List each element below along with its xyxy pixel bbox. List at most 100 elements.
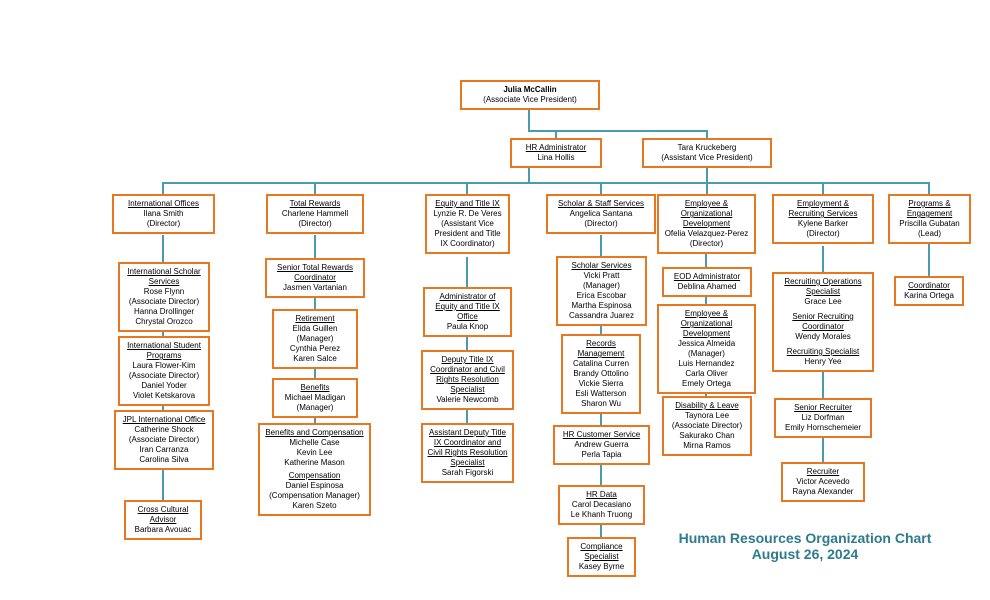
n0: Kasey Byrne <box>573 562 630 572</box>
title: International Student Programs <box>127 341 201 360</box>
n1: Le Khanh Truong <box>564 510 639 520</box>
box-intl-scholar-services: International Scholar Services Rose Flyn… <box>118 262 210 332</box>
box-programs-engagement: Programs & Engagement Priscilla Gubatan … <box>888 194 971 244</box>
n3: Chrystal Orozco <box>124 317 204 327</box>
role: (Assistant Vice President) <box>648 153 766 163</box>
n3: IX Coordinator) <box>431 239 504 249</box>
connector <box>706 182 708 194</box>
title: JPL International Office <box>120 415 208 425</box>
n1: (Associate Director) <box>124 297 204 307</box>
title: Scholar & Staff Services <box>552 199 650 209</box>
title3: Recruiting Specialist <box>778 347 868 357</box>
n1: (Assistant Vice <box>431 219 504 229</box>
box-scholar-staff-services: Scholar & Staff Services Angelica Santan… <box>546 194 656 234</box>
n0: Catherine Shock <box>120 425 208 435</box>
connector <box>528 108 530 130</box>
n0: Vicki Pratt <box>562 271 641 281</box>
title: HR Administrator <box>516 143 596 153</box>
n0: Jasmen Vartanian <box>271 283 359 293</box>
box-tara-kruckeberg: Tara Kruckeberg (Assistant Vice Presiden… <box>642 138 772 168</box>
title: Cross Cultural Advisor <box>138 505 189 524</box>
box-eod: Employee & Organizational Development Of… <box>657 194 756 254</box>
connector <box>600 182 930 184</box>
title: HR Data <box>564 490 639 500</box>
box-hr-administrator: HR Administrator Lina Hollis <box>510 138 602 168</box>
box-records-mgmt: Records Management Catalina Curren Brand… <box>561 334 641 414</box>
n2: Luis Hernandez <box>663 359 750 369</box>
box-recruiter: Recruiter Victor Acevedo Rayna Alexander <box>781 462 865 502</box>
n2: Daniel Yoder <box>124 381 204 391</box>
box-compliance: Compliance Specialist Kasey Byrne <box>567 537 636 577</box>
n0: Rose Flynn <box>124 287 204 297</box>
title: Recruiter <box>787 467 859 477</box>
n3: Mirna Ramos <box>668 441 746 451</box>
title: Senior Recruiter <box>780 403 866 413</box>
box-retirement: Retirement Elida Guillen (Manager) Cynth… <box>272 309 358 369</box>
n2: Erica Escobar <box>562 291 641 301</box>
box-intl-student-programs: International Student Programs Laura Flo… <box>118 336 210 406</box>
n3: Carolina Silva <box>120 455 208 465</box>
box-deputy-title-ix: Deputy Title IX Coordinator and Civil Ri… <box>421 350 514 410</box>
n0: Jessica Almeida <box>663 339 750 349</box>
role: (Director) <box>778 229 868 239</box>
name: Angelica Santana <box>552 209 650 219</box>
n1: Perla Tapia <box>559 450 644 460</box>
n2: Hanna Drollinger <box>124 307 204 317</box>
role: (Director) <box>272 219 358 229</box>
connector <box>706 130 708 138</box>
box-employment-recruiting: Employment & Recruiting Services Kylene … <box>772 194 874 244</box>
name: Lina Hollis <box>516 153 596 163</box>
n0: Liz Dorfman <box>780 413 866 423</box>
n10: Michelle Case <box>264 438 365 448</box>
connector <box>466 182 468 194</box>
chart-title: Human Resources Organization Chart Augus… <box>670 530 940 562</box>
box-julia-mccallin: Julia McCallin (Associate Vice President… <box>460 80 600 110</box>
n2: President and Title <box>431 229 504 239</box>
title: Scholar Services <box>562 261 641 271</box>
n0: Valerie Newcomb <box>427 395 508 405</box>
n4: Emely Ortega <box>663 379 750 389</box>
n0: Grace Lee <box>778 297 868 307</box>
title1: Benefits and Compensation <box>264 428 365 438</box>
role: (Director) <box>552 219 650 229</box>
n0: Taynora Lee <box>668 411 746 421</box>
n0: Michael Madigan <box>278 393 352 403</box>
box-jpl-intl-office: JPL International Office Catherine Shock… <box>114 410 214 470</box>
n2: Cynthia Perez <box>278 344 352 354</box>
n1: Emily Hornschemeier <box>780 423 866 433</box>
box-benefits-comp: Benefits and Compensation Michelle Case … <box>258 423 371 516</box>
box-eod-dev: Employee & Organizational Development Je… <box>657 304 756 394</box>
title: Compliance Specialist <box>580 542 622 561</box>
box-total-rewards: Total Rewards Charlene Hammell (Director… <box>266 194 364 234</box>
n1: (Manager) <box>562 281 641 291</box>
n4: Sharon Wu <box>567 399 635 409</box>
box-recruit-ops: Recruiting Operations Specialist Grace L… <box>772 272 874 372</box>
box-international-offices: International Offices Ilana Smith (Direc… <box>112 194 215 234</box>
title: Retirement <box>278 314 352 324</box>
connector <box>822 182 824 194</box>
connector <box>162 182 602 184</box>
box-equity-admin: Administrator of Equity and Title IX Off… <box>423 287 512 337</box>
n0: Sarah Figorski <box>427 468 508 478</box>
n3: Carla Oliver <box>663 369 750 379</box>
n10: Wendy Morales <box>778 332 868 342</box>
title2: Senior Recruiting Coordinator <box>792 312 853 331</box>
box-equity-title-ix: Equity and Title IX Lynzie R. De Veres (… <box>425 194 510 254</box>
n0: Karina Ortega <box>900 291 958 301</box>
n0: Lynzie R. De Veres <box>431 209 504 219</box>
n0: Deblina Ahamed <box>668 282 746 292</box>
n2: Iran Carranza <box>120 445 208 455</box>
title: Disability & Leave <box>668 401 746 411</box>
connector <box>314 182 316 194</box>
title: Assistant Deputy Title IX Coordinator an… <box>427 428 507 467</box>
name: Tara Kruckeberg <box>648 143 766 153</box>
title: International Offices <box>118 199 209 209</box>
title: Total Rewards <box>272 199 358 209</box>
title: Administrator of Equity and Title IX Off… <box>435 292 499 321</box>
n0: Carol Decasiano <box>564 500 639 510</box>
title: Programs & Engagement <box>907 199 952 218</box>
n0: Andrew Guerra <box>559 440 644 450</box>
n0: Laura Flower-Kim <box>124 361 204 371</box>
box-coordinator: Coordinator Karina Ortega <box>894 276 964 306</box>
n0: Paula Knop <box>429 322 506 332</box>
